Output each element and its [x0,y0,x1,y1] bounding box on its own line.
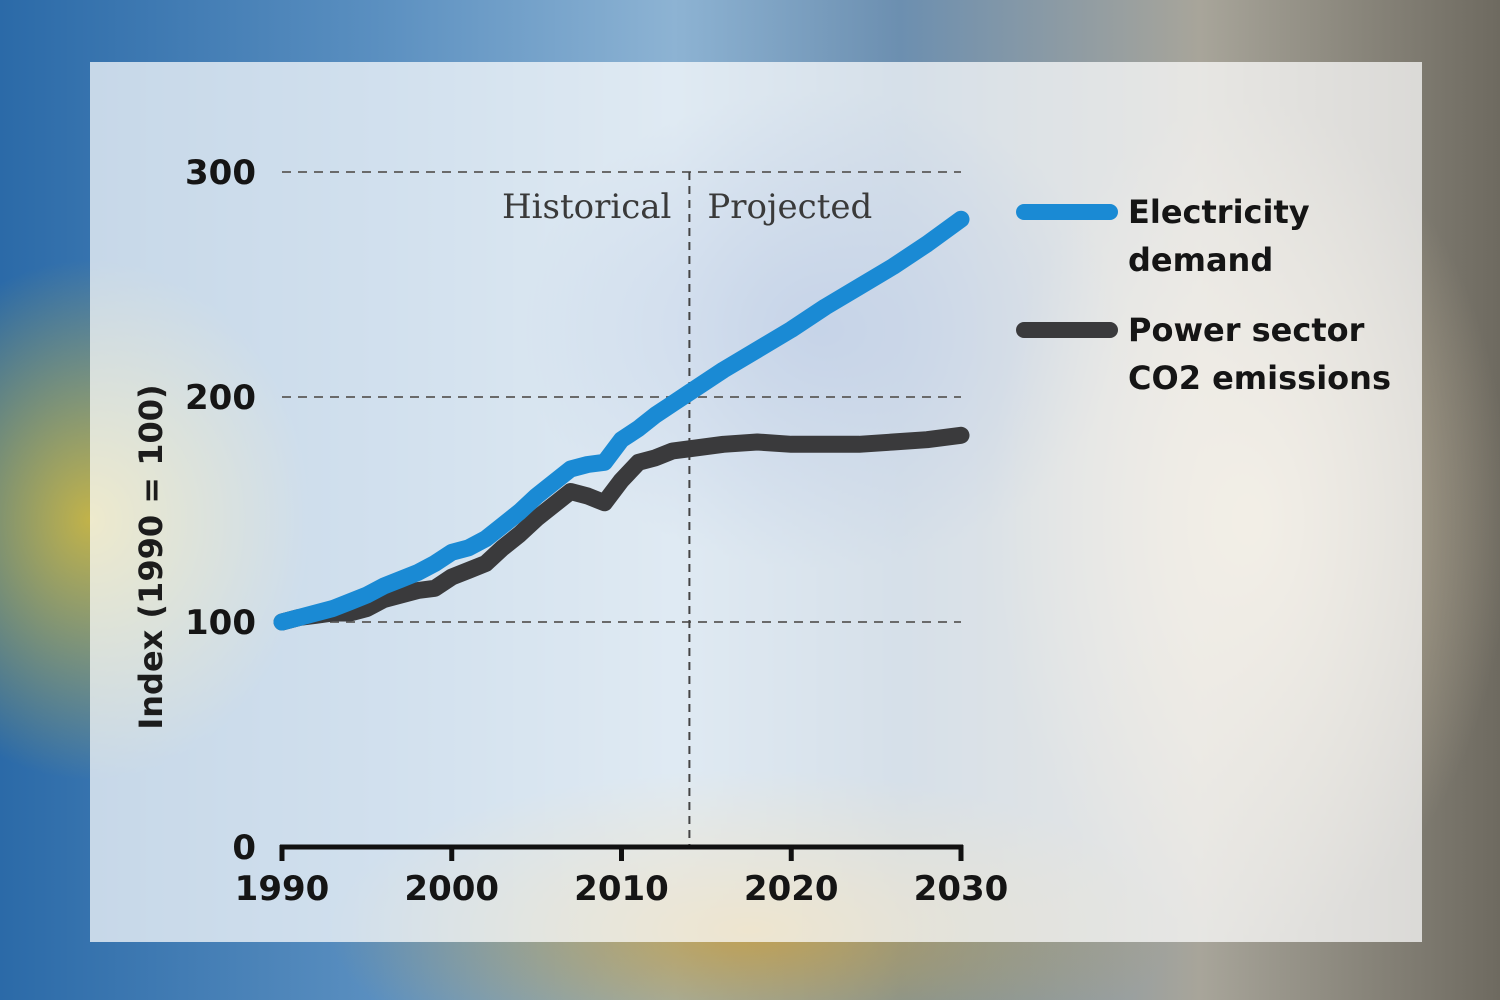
legend: Electricity demand Power sector CO2 emissio… [1016,193,1391,397]
y-tick-labels: 0 100 200 300 [185,153,256,868]
legend-label-co2-line2: CO2 emissions [1128,359,1391,397]
region-label-historical: Historical [502,187,671,227]
x-tick-label-2000: 2000 [404,869,499,909]
chart-panel: 0 100 200 300 1990 2000 2010 2020 2030 Historic… [90,62,1422,942]
region-label-projected: Projected [707,187,872,227]
x-tick-label-2030: 2030 [914,869,1009,909]
x-tick-label-1990: 1990 [235,869,330,909]
y-axis-label: Index (1990 = 100) [132,384,170,729]
y-tick-label-0: 0 [232,828,256,868]
x-axis [279,844,964,861]
grid-lines [282,171,961,623]
y-tick-label-300: 300 [185,153,256,193]
y-tick-label-200: 200 [185,378,256,418]
x-tick-labels: 1990 2000 2010 2020 2030 [235,869,1009,909]
legend-label-electricity-line2: demand [1128,241,1273,279]
electricity-demand-line [273,210,970,631]
region-labels: Historical Projected [502,187,872,227]
series-lines [273,210,970,631]
legend-label-co2-line1: Power sector [1128,311,1365,349]
co2-emissions-line [273,426,970,631]
legend-label-electricity-line1: Electricity [1128,193,1310,231]
y-tick-label-100: 100 [185,603,256,643]
line-chart: 0 100 200 300 1990 2000 2010 2020 2030 Historic… [132,153,1391,909]
x-tick-label-2020: 2020 [744,869,839,909]
x-tick-label-2010: 2010 [574,869,669,909]
